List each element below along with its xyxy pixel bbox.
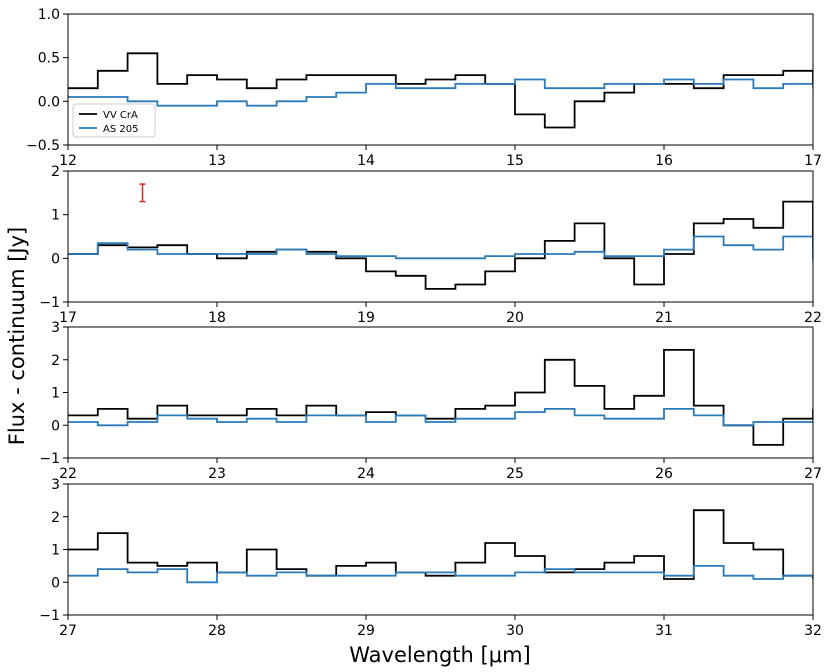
x-tick-label: 20 <box>506 310 524 326</box>
y-tick-label: 2 <box>51 510 60 526</box>
x-tick-label: 14 <box>357 153 375 169</box>
x-tick-label: 28 <box>208 623 226 639</box>
series-line-as-205 <box>68 565 813 584</box>
x-tick-label: 25 <box>506 466 524 482</box>
panel-1: 12 13 14 15 16 17 −0.5 0.0 0.5 1.0 VV CrA AS 205 <box>26 7 822 169</box>
x-tick-label: 17 <box>804 153 822 169</box>
y-tick-label: 2 <box>51 164 60 180</box>
y-tick-label: 3 <box>51 320 60 336</box>
series-line-vv-cra <box>68 200 813 290</box>
series-group <box>68 349 813 446</box>
x-tick-label: 27 <box>804 466 822 482</box>
x-axis-label: Wavelength [μm] <box>349 643 530 667</box>
y-tick-label: 0 <box>51 251 60 267</box>
legend-label: AS 205 <box>103 124 138 135</box>
legend-label: VV CrA <box>103 110 138 121</box>
x-tick-label: 29 <box>357 623 375 639</box>
x-tick-label: 21 <box>655 310 673 326</box>
y-tick-label: −1 <box>39 608 60 624</box>
y-tick-label: 0 <box>51 575 60 591</box>
y-tick-label: 0 <box>51 418 60 434</box>
x-tick-label: 12 <box>59 153 77 169</box>
x-tick-label: 22 <box>804 310 822 326</box>
y-tick-label: −0.5 <box>26 138 60 154</box>
series-line-as-205 <box>68 408 813 427</box>
x-tick-label: 18 <box>208 310 226 326</box>
y-tick-label: −1 <box>39 451 60 467</box>
series-line-as-205 <box>68 235 813 261</box>
panel-2: 17 18 19 20 21 22 −1 0 1 2 <box>39 164 822 326</box>
axes-frame <box>67 170 814 303</box>
y-axis-label: Flux - continuum [Jy] <box>5 227 29 445</box>
error-bar <box>139 183 146 203</box>
y-tick-label: 0.5 <box>38 51 60 67</box>
y-tick-label: 1 <box>51 543 60 559</box>
series-group <box>68 509 813 584</box>
legend: VV CrA AS 205 <box>72 103 156 138</box>
series-group <box>68 52 813 129</box>
y-tick-label: 3 <box>51 477 60 493</box>
x-tick-label: 19 <box>357 310 375 326</box>
x-tick-label: 15 <box>506 153 524 169</box>
x-tick-label: 23 <box>208 466 226 482</box>
x-tick-label: 17 <box>59 310 77 326</box>
series-line-as-205 <box>68 78 813 107</box>
y-tick-label: 1 <box>51 208 60 224</box>
axes-frame <box>67 13 814 146</box>
panel-4: 27 28 29 30 31 32 −1 0 1 2 3 <box>39 477 822 639</box>
series-line-vv-cra <box>68 349 813 446</box>
axes-frame <box>67 326 814 459</box>
x-tick-label: 30 <box>506 623 524 639</box>
y-tick-label: 1.0 <box>38 7 60 23</box>
y-tick-label: 0.0 <box>38 94 60 110</box>
axes-frame <box>67 483 814 616</box>
x-tick-label: 31 <box>655 623 673 639</box>
y-tick-label: −1 <box>39 295 60 311</box>
x-tick-label: 13 <box>208 153 226 169</box>
y-tick-label: 2 <box>51 353 60 369</box>
x-tick-label: 26 <box>655 466 673 482</box>
x-tick-label: 16 <box>655 153 673 169</box>
y-tick-label: 1 <box>51 386 60 402</box>
series-line-vv-cra <box>68 52 813 129</box>
x-tick-label: 22 <box>59 466 77 482</box>
x-tick-label: 27 <box>59 623 77 639</box>
x-tick-label: 32 <box>804 623 822 639</box>
series-group <box>68 200 813 290</box>
x-tick-label: 24 <box>357 466 375 482</box>
